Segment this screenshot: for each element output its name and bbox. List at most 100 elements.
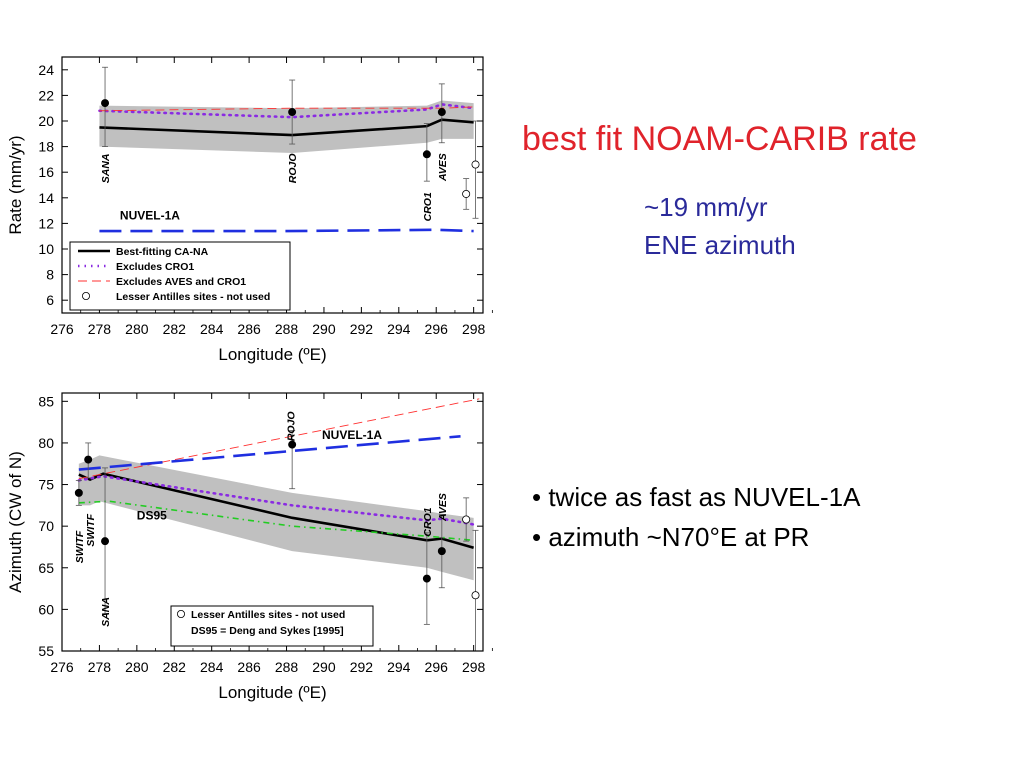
- rate-site-label: CRO1: [422, 192, 434, 221]
- rate-data-point: [101, 99, 110, 108]
- azimuth-y-tick-label: 55: [38, 643, 54, 659]
- azimuth-y-tick-label: 85: [38, 393, 54, 409]
- azimuth-annotation: DS95: [137, 509, 167, 523]
- azimuth-series-line-2: [78, 398, 480, 480]
- azimuth-plot-frame: [61, 392, 484, 652]
- rate-series-line-2: [99, 106, 474, 112]
- azimuth-site-label: SWITF: [74, 530, 86, 563]
- rate-x-tick-label: 280: [125, 321, 149, 337]
- rate-data-point: [437, 108, 446, 117]
- azimuth-y-tick-label: 75: [38, 477, 54, 493]
- azimuth-data-point: [288, 440, 297, 449]
- azimuth-text: ENE azimuth: [644, 230, 796, 260]
- rate-legend-label: Excludes AVES and CRO1: [116, 276, 246, 288]
- rate-x-tick-label: 286: [237, 321, 261, 337]
- azimuth-data-point: [462, 515, 471, 524]
- rate-x-tick-label: 288: [275, 321, 299, 337]
- azimuth-x-tick-label: 296: [425, 659, 449, 675]
- rate-y-tick-label: 8: [46, 267, 54, 283]
- rate-y-tick-label: 18: [38, 139, 54, 155]
- azimuth-series-line-3: [78, 434, 461, 471]
- azimuth-x-tick-label: 284: [200, 659, 224, 675]
- bullet-azimuth-pr: • azimuth ~N70°E at PR: [532, 522, 810, 552]
- rate-site-label: AVES: [437, 153, 449, 182]
- azimuth-legend-label: DS95 = Deng and Sykes [1995]: [191, 625, 344, 637]
- azimuth-site-label: SWITF: [85, 513, 97, 546]
- azimuth-y-tick-label: 65: [38, 560, 54, 576]
- rate-y-tick-label: 6: [46, 292, 54, 308]
- azimuth-y-tick-label: 60: [38, 601, 54, 617]
- bullet-twice-as-fast: • twice as fast as NUVEL-1A: [532, 482, 861, 512]
- rate-series-line-3: [99, 228, 474, 233]
- rate-legend-label: Best-fitting CA-NA: [116, 246, 209, 258]
- rate-x-tick-label: 296: [425, 321, 449, 337]
- rate-x-tick-label: 294: [387, 321, 411, 337]
- rate-data-point: [288, 108, 297, 117]
- azimuth-x-tick-label: 294: [387, 659, 411, 675]
- azimuth-x-tick-label: 288: [275, 659, 299, 675]
- azimuth-x-tick-label: 286: [237, 659, 261, 675]
- rate-legend-label: Lesser Antilles sites - not used: [116, 291, 270, 303]
- rate-x-tick-label: 278: [88, 321, 112, 337]
- azimuth-legend-label: Lesser Antilles sites - not used: [191, 609, 345, 621]
- azimuth-data-point: [471, 591, 480, 600]
- azimuth-legend-open-circle: [176, 610, 185, 619]
- azimuth-uncertainty-band: [78, 455, 474, 581]
- rate-y-tick-label: 10: [38, 241, 54, 257]
- azimuth-data-point: [437, 547, 446, 556]
- rate-x-tick-label: 292: [350, 321, 374, 337]
- rate-y-axis-label: Rate (mm/yr): [6, 135, 25, 234]
- rate-legend-box: [69, 241, 291, 311]
- azimuth-site-label: ROJO: [285, 411, 297, 441]
- azimuth-data-point: [101, 537, 110, 546]
- rate-y-tick-label: 12: [38, 215, 54, 231]
- azimuth-annotation: NUVEL-1A: [322, 428, 382, 442]
- azimuth-x-tick-label: 278: [88, 659, 112, 675]
- rate-site-label: SANA: [100, 153, 112, 183]
- rate-value-text: ~19 mm/yr: [644, 192, 768, 222]
- azimuth-x-tick-label: 298: [462, 659, 486, 675]
- rate-site-label: ROJO: [287, 153, 299, 183]
- azimuth-x-axis-label: Longitude (ºE): [218, 683, 326, 702]
- azimuth-x-tick-label: 292: [350, 659, 374, 675]
- rate-x-tick-label: 290: [312, 321, 336, 337]
- azimuth-x-tick-label: 280: [125, 659, 149, 675]
- azimuth-y-tick-label: 70: [38, 518, 54, 534]
- rate-data-point: [471, 160, 480, 169]
- rate-y-tick-label: 22: [38, 87, 54, 103]
- rate-legend-label: Excludes CRO1: [116, 261, 194, 273]
- rate-y-tick-label: 14: [38, 190, 54, 206]
- azimuth-series-line-4: [78, 500, 474, 542]
- azimuth-series-line-1: [77, 474, 475, 526]
- rate-data-point: [462, 189, 471, 198]
- azimuth-x-tick-label: 290: [312, 659, 336, 675]
- rate-y-tick-label: 20: [38, 113, 54, 129]
- rate-x-tick-label: 298: [462, 321, 486, 337]
- azimuth-x-tick-label: 276: [50, 659, 74, 675]
- rate-x-tick-label: 282: [163, 321, 187, 337]
- rate-x-tick-label: 284: [200, 321, 224, 337]
- azimuth-legend-box: [170, 605, 374, 647]
- azimuth-y-tick-label: 80: [38, 435, 54, 451]
- rate-plot-frame: [61, 56, 484, 314]
- azimuth-chart: 276 278 280 282 284 286 288 290 292 294 296 298 55 60…: [6, 392, 493, 702]
- rate-x-axis-label: Longitude (ºE): [218, 345, 326, 364]
- rate-y-tick-label: 24: [38, 62, 54, 78]
- azimuth-site-label: AVES: [437, 493, 449, 522]
- azimuth-site-label: CRO1: [422, 507, 434, 536]
- azimuth-data-point: [84, 455, 93, 464]
- rate-series-line-1: [98, 103, 475, 119]
- rate-data-point: [422, 150, 431, 159]
- rate-x-tick-label: 276: [50, 321, 74, 337]
- azimuth-data-point: [74, 488, 83, 497]
- azimuth-x-tick-label: 282: [163, 659, 187, 675]
- rate-annotation: NUVEL-1A: [120, 209, 180, 223]
- heading-best-fit-rate: best fit NOAM-CARIB rate: [522, 120, 917, 158]
- rate-legend-open-circle: [82, 291, 91, 300]
- azimuth-site-label: SANA: [100, 597, 112, 627]
- rate-y-tick-label: 16: [38, 164, 54, 180]
- azimuth-data-point: [422, 574, 431, 583]
- rate-chart: 276 278 280 282 284 286 288 290 292 294 296 298 6 8 10…: [6, 56, 493, 364]
- azimuth-y-axis-label: Azimuth (CW of N): [6, 451, 25, 593]
